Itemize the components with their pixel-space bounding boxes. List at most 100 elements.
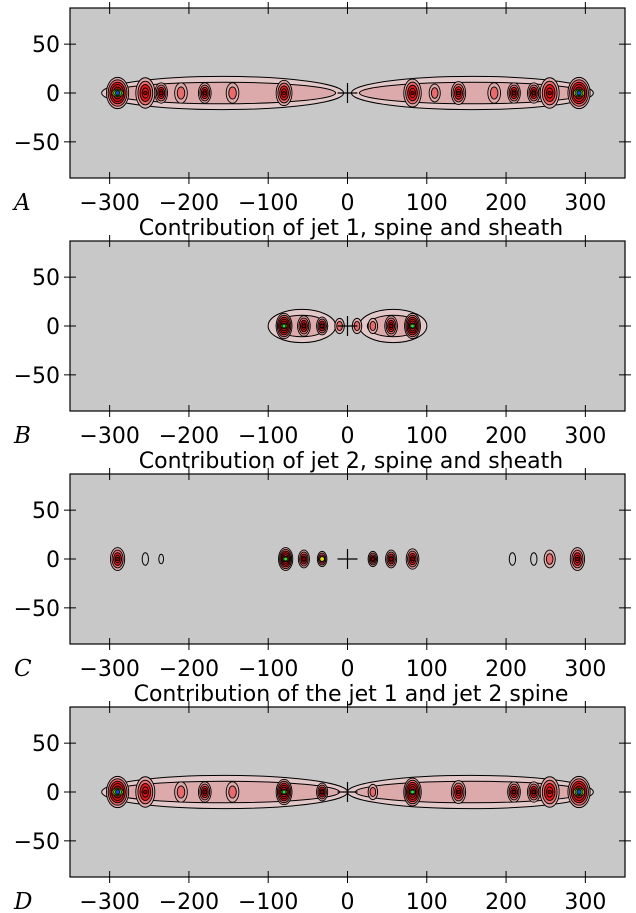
x-tick-label: −300 — [79, 890, 139, 913]
peak-red — [115, 556, 120, 562]
peak-red — [301, 323, 307, 329]
knot — [450, 81, 467, 105]
peak-red — [143, 90, 148, 96]
knot — [508, 552, 517, 566]
x-tick-label: −200 — [159, 657, 219, 682]
panel-letter: B — [13, 423, 31, 449]
x-tick-label: −300 — [79, 191, 139, 216]
peak-red — [281, 90, 287, 96]
y-tick-label: 50 — [32, 499, 60, 524]
peak-red — [531, 90, 536, 96]
peak-red — [143, 789, 148, 795]
knot — [487, 82, 501, 104]
knot — [297, 549, 310, 569]
knot — [539, 776, 560, 808]
knot — [275, 79, 293, 107]
peak-red — [547, 789, 552, 795]
peak-red — [202, 90, 207, 96]
knot — [225, 82, 240, 104]
knot — [405, 548, 420, 570]
panel-b: −300 −200 −100 0 100 200 300 50 0 −50 B Contributio… — [13, 235, 631, 474]
peak-red — [410, 556, 415, 562]
knot — [567, 76, 591, 110]
knot — [135, 77, 156, 109]
contour-ring — [228, 86, 237, 100]
contour-ring — [176, 86, 186, 100]
y-tick-label: −50 — [14, 830, 60, 855]
x-tick-label: 300 — [564, 191, 606, 216]
y-tick-label: −50 — [14, 131, 60, 156]
contour-ring — [369, 320, 377, 332]
x-tick-label: 100 — [406, 424, 448, 449]
y-tick-label: 0 — [46, 315, 60, 340]
y-tick-label: 50 — [32, 33, 60, 58]
peak-red — [410, 90, 415, 96]
peak-red — [370, 556, 376, 562]
x-tick-label: 200 — [485, 191, 527, 216]
x-tick-label: 100 — [406, 890, 448, 913]
contour-ring — [369, 786, 377, 798]
contour-layer — [267, 308, 428, 344]
contour-layer — [101, 774, 594, 810]
contour-ring — [141, 552, 149, 566]
y-tick-label: 0 — [46, 548, 60, 573]
peak-red — [456, 90, 461, 96]
panel-caption: Contribution of the jet 1 and jet 2 spin… — [134, 682, 569, 707]
x-tick-label: 0 — [341, 890, 355, 913]
y-tick-label: 0 — [46, 781, 60, 806]
knot — [367, 317, 379, 335]
contour-ring — [158, 553, 165, 565]
knot — [367, 550, 379, 568]
contour-ring — [530, 552, 538, 566]
peak-yellow — [319, 556, 325, 562]
peak-red — [202, 789, 207, 795]
contour-ring — [430, 87, 439, 99]
x-tick-label: −100 — [238, 424, 298, 449]
x-tick-label: −100 — [238, 191, 298, 216]
peak-blue — [576, 90, 582, 96]
x-tick-label: −300 — [79, 657, 139, 682]
knot — [428, 83, 441, 103]
x-tick-label: 300 — [564, 890, 606, 913]
knot — [530, 552, 538, 566]
x-tick-label: 0 — [341, 424, 355, 449]
peak-red — [531, 789, 536, 795]
panel-a: −300 −200 −100 0 100 200 300 50 0 −50 A Contributio… — [12, 2, 631, 241]
knot — [403, 777, 422, 807]
peak-red — [388, 556, 394, 562]
knot — [135, 776, 156, 808]
peak-red — [456, 789, 461, 795]
knot — [527, 781, 541, 803]
x-tick-label: −200 — [159, 424, 219, 449]
knot — [539, 77, 560, 109]
peak-green — [281, 323, 287, 329]
knot — [316, 550, 328, 568]
panel-caption: Contribution of jet 1, spine and sheath — [139, 216, 563, 241]
knot — [158, 553, 165, 565]
knot — [567, 775, 591, 809]
knot — [278, 547, 294, 571]
knot — [450, 780, 467, 804]
x-tick-label: 200 — [485, 890, 527, 913]
panel-letter: C — [14, 656, 32, 682]
x-tick-label: −100 — [238, 890, 298, 913]
x-tick-label: 0 — [341, 191, 355, 216]
panel-c: −300 −200 −100 0 100 200 300 50 0 −50 C Contributio… — [14, 468, 631, 707]
knot — [106, 775, 130, 809]
knot — [569, 547, 586, 571]
contour-ring — [176, 785, 186, 799]
knot — [527, 82, 541, 104]
y-tick-label: 50 — [32, 732, 60, 757]
y-tick-label: −50 — [14, 597, 60, 622]
knot — [197, 781, 212, 803]
peak-red — [319, 323, 325, 329]
contour-layer — [109, 547, 586, 571]
knot — [275, 778, 293, 806]
peak-blue — [576, 789, 582, 795]
peak-red — [575, 556, 580, 562]
x-tick-label: 200 — [485, 657, 527, 682]
y-tick-label: 0 — [46, 82, 60, 107]
panel-caption: Contribution of jet 2, spine and sheath — [139, 449, 563, 474]
knot — [197, 82, 212, 104]
